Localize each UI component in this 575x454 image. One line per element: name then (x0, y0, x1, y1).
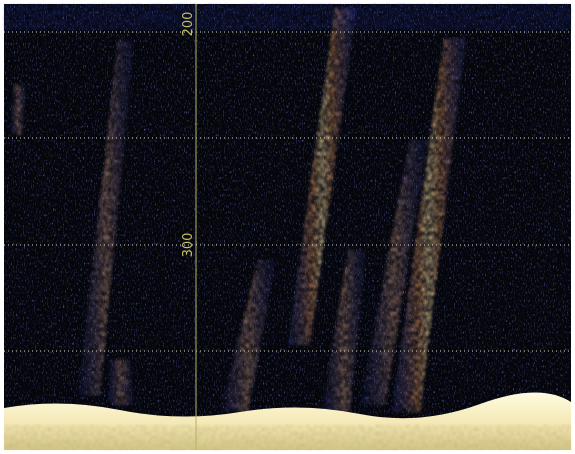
surface-noise (4, 4, 571, 30)
depth-label: 300 (181, 233, 196, 258)
echogram: 200 300 (0, 0, 575, 454)
page: 200 300 (() => { const data = JSON.parse… (0, 0, 575, 454)
depth-label: 200 (181, 12, 196, 37)
seabed-texture (4, 425, 571, 450)
echo-streak (108, 360, 134, 405)
